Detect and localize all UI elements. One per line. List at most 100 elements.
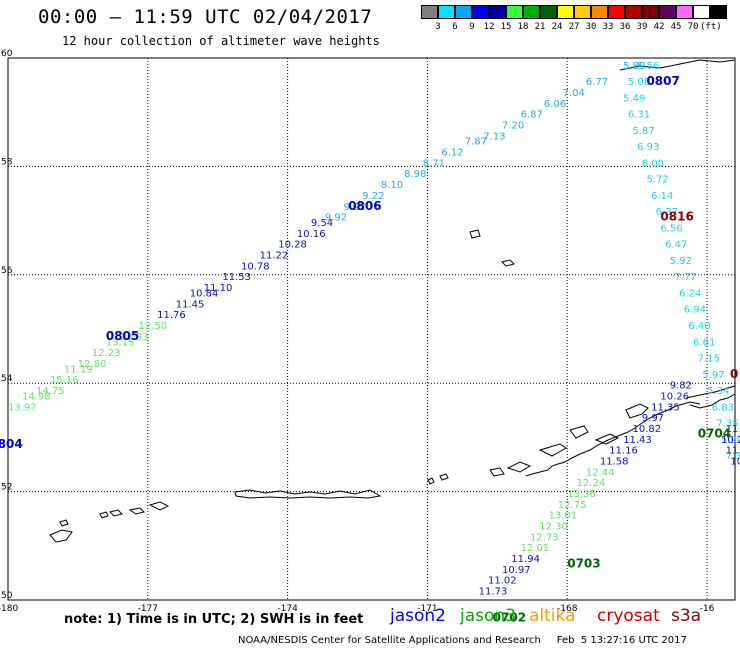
legend-jason3: jason3 <box>460 606 516 626</box>
scale-swatch <box>574 5 591 19</box>
pass-time-label: 0804 <box>0 437 23 451</box>
scale-label: 12 <box>483 22 495 32</box>
lat-tick-label: 50 <box>1 591 13 601</box>
swh-value: 11 <box>726 446 739 457</box>
umnak-island <box>489 461 532 477</box>
scale-label: 9 <box>469 22 475 32</box>
swh-value: 12.01 <box>521 543 550 554</box>
scale-swatch <box>523 5 540 19</box>
swh-value: 7.77 <box>674 272 696 283</box>
swh-value: 6.12 <box>441 148 463 159</box>
swh-value: 11.45 <box>176 299 205 310</box>
swh-value: 11.16 <box>609 446 638 457</box>
swh-value: 5.89 <box>623 61 645 72</box>
legend-cryosat: cryosat <box>597 606 660 626</box>
scale-label: 33 <box>602 22 614 32</box>
pass-time-label: 0 <box>730 367 738 381</box>
swh-value: 12.44 <box>586 467 615 478</box>
pass-time-labels: 0807 0806 0816 0805 0804 0704 0703 0702 0 <box>0 74 738 625</box>
scale-label: 30 <box>585 22 597 32</box>
swh-value: 11.53 <box>222 272 251 283</box>
swh-value: 6.00 <box>642 158 664 169</box>
scale-label: 24 <box>551 22 563 32</box>
legend-jason2: jason2 <box>390 606 446 626</box>
swh-value: 6.40 <box>688 321 710 332</box>
scale-swatch <box>659 5 676 19</box>
scale-swatch <box>489 5 506 19</box>
swh-value: 13.97 <box>8 402 37 413</box>
lat-tick-label: 60 <box>1 49 13 59</box>
scale-swatch <box>693 5 710 19</box>
swh-value: 7.13 <box>483 131 505 142</box>
swh-value: 9.54 <box>311 218 333 229</box>
swh-value: 9.22 <box>344 202 366 213</box>
swh-value: 6.06 <box>544 99 566 110</box>
swh-value: 5.08 <box>628 77 650 88</box>
swh-value: 6.61 <box>693 337 715 348</box>
scale-label: 3 <box>435 22 441 32</box>
pass-time-label: 0806 <box>348 199 381 213</box>
swh-value: 15.16 <box>50 375 79 386</box>
map-title: 00:00 – 11:59 UTC 02/04/2017 <box>38 6 373 28</box>
swh-value: 6.31 <box>628 110 650 121</box>
scale-swatch <box>710 5 727 19</box>
scale-label: 6 <box>452 22 458 32</box>
legend-altika: altika <box>529 606 576 626</box>
swh-value: 9.82 <box>670 381 692 392</box>
lat-tick-label: 58 <box>1 157 13 167</box>
swh-value: 5.72 <box>646 175 668 186</box>
swh-value: 9.92 <box>325 213 347 224</box>
swh-value: 5.87 <box>632 126 654 137</box>
swh-value: 6.24 <box>679 288 701 299</box>
scale-swatch <box>608 5 625 19</box>
swh-value: 8.71 <box>423 158 445 169</box>
legend-s3a: s3a <box>671 606 702 626</box>
map-subtitle: 12 hour collection of altimeter wave hei… <box>62 34 380 48</box>
swh-value: 11.59 <box>726 424 740 435</box>
lon-tick-label: -177 <box>138 604 158 614</box>
pass-time-label: 0702 <box>493 611 526 625</box>
pass-time-label: 0807 <box>646 74 679 88</box>
swh-value: 5.34 <box>707 386 729 397</box>
alaska-peninsula-coast <box>525 385 736 477</box>
scale-label: (ft) <box>700 22 722 32</box>
rat-islands <box>99 501 170 519</box>
swh-value: 11.35 <box>651 402 680 413</box>
scale-swatch <box>472 5 489 19</box>
scale-swatch <box>506 5 523 19</box>
swh-value: 5.92 <box>670 256 692 267</box>
scale-swatch <box>676 5 693 19</box>
swh-value: 8.10 <box>381 180 403 191</box>
scale-swatch <box>591 5 608 19</box>
swh-value: 6.47 <box>665 240 687 251</box>
lat-tick-label: 54 <box>1 374 13 384</box>
credit-line: NOAA/NESDIS Center for Satellite Applica… <box>238 635 687 646</box>
swh-value: 12.75 <box>558 500 587 511</box>
swh-value: 12.23 <box>92 348 121 359</box>
scale-label: 70 <box>687 22 699 32</box>
swh-value: 11.02 <box>488 576 517 587</box>
swh-value: 10.97 <box>502 565 531 576</box>
islands-of-four-mountains <box>427 473 449 485</box>
swh-value: 9.22 <box>362 191 384 202</box>
swh-value: 14.75 <box>36 386 65 397</box>
scale-swatch <box>540 5 557 19</box>
swh-value: 13.36 <box>567 489 596 500</box>
swh-value: 5.90 <box>721 435 740 446</box>
swh-value: 12.30 <box>539 522 568 533</box>
swh-value: 10.28 <box>278 240 307 251</box>
swh-value: 11.22 <box>260 251 289 262</box>
swh-value: 11.10 <box>204 283 233 294</box>
swh-value: 7.04 <box>563 88 585 99</box>
scale-label: 39 <box>636 22 648 32</box>
swh-value: 10.84 <box>190 288 219 299</box>
lon-tick-label: -168 <box>557 604 578 614</box>
swh-value: 13.93 <box>120 332 149 343</box>
swh-value: 10.2 <box>721 435 740 446</box>
swh-value: 11.43 <box>623 435 652 446</box>
scale-swatch <box>625 5 642 19</box>
lat-tick-label: 52 <box>1 483 12 493</box>
swh-value: 5.97 <box>702 370 724 381</box>
swh-value: 10 <box>730 457 740 468</box>
